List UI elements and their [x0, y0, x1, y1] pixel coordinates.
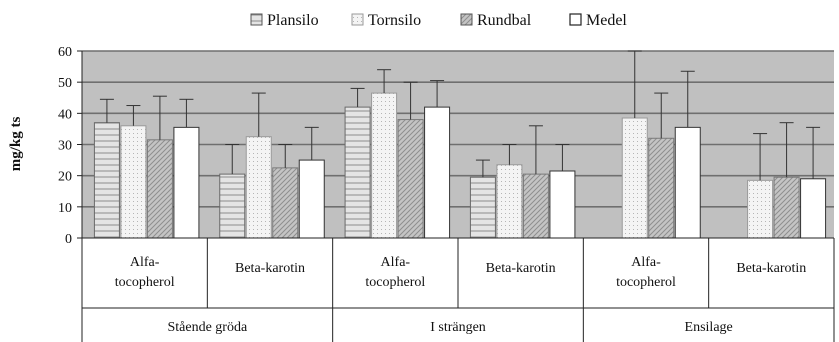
- bar-plansilo: [93, 122, 120, 239]
- legend-label-tornsilo: Tornsilo: [368, 12, 421, 29]
- bar-tornsilo: [120, 125, 147, 239]
- legend: Plansilo Tornsilo Rundbal Medel: [250, 12, 627, 29]
- legend-swatch-tornsilo: [351, 13, 364, 26]
- legend-swatch-plansilo: [250, 13, 263, 26]
- x-group-label: Ensilage: [685, 320, 733, 335]
- x-category-label: Alfa-tocopherol: [115, 255, 175, 290]
- bar-rundbal: [773, 176, 800, 239]
- bar-tornsilo: [245, 136, 272, 239]
- x-group-label: I strängen: [430, 320, 486, 335]
- bar-plansilo: [219, 173, 246, 239]
- bar-medel: [298, 159, 325, 239]
- bar-medel: [674, 126, 701, 239]
- legend-item-medel: Medel: [569, 12, 627, 29]
- bar-plansilo: [344, 106, 371, 239]
- bar-medel: [800, 178, 827, 239]
- x-category-label: Beta-karotin: [486, 261, 556, 276]
- legend-label-plansilo: Plansilo: [267, 12, 319, 29]
- y-tick-label: 30: [58, 139, 72, 154]
- bar-rundbal: [397, 119, 424, 239]
- legend-item-rundbal: Rundbal: [460, 12, 532, 29]
- bar-rundbal: [146, 139, 173, 239]
- bar-medel: [549, 170, 576, 239]
- gridlines: [82, 50, 834, 208]
- y-axis-title: mg/kg ts: [8, 117, 24, 172]
- legend-swatch-rundbal: [460, 13, 473, 26]
- x-axis-categories: Alfa-tocopherol Beta-karotin Stående gröda…: [81, 237, 835, 342]
- bar-medel: [173, 126, 200, 239]
- bar-rundbal: [648, 137, 675, 239]
- bars: [93, 92, 827, 239]
- x-group-label: Stående gröda: [167, 320, 247, 335]
- bar-rundbal: [272, 167, 299, 239]
- bar-tornsilo: [747, 179, 774, 239]
- bar-tornsilo: [371, 92, 398, 239]
- x-category-label: Beta-karotin: [235, 261, 305, 276]
- x-category-label: Alfa-tocopherol: [616, 255, 676, 290]
- legend-item-tornsilo: Tornsilo: [351, 12, 421, 29]
- x-category-label: Alfa-tocopherol: [365, 255, 425, 290]
- y-tick-label: 60: [58, 45, 72, 60]
- y-tick-label: 10: [58, 201, 72, 216]
- bar-tornsilo: [621, 117, 648, 239]
- bar-rundbal: [522, 173, 549, 239]
- y-tick-label: 0: [65, 232, 72, 247]
- y-tick-label: 20: [58, 170, 72, 185]
- bar-medel: [424, 106, 451, 239]
- bar-tornsilo: [496, 164, 523, 239]
- bar-plansilo: [469, 176, 496, 239]
- y-tick-label: 50: [58, 76, 72, 91]
- y-tick-label: 40: [58, 107, 72, 122]
- x-category-label: Beta-karotin: [736, 261, 806, 276]
- legend-label-medel: Medel: [586, 12, 627, 29]
- legend-swatch-medel: [569, 13, 582, 26]
- legend-item-plansilo: Plansilo: [250, 12, 319, 29]
- error-bars: [99, 50, 821, 181]
- legend-label-rundbal: Rundbal: [477, 12, 532, 29]
- y-axis: 0 10 20 30 40 50 60: [58, 45, 83, 247]
